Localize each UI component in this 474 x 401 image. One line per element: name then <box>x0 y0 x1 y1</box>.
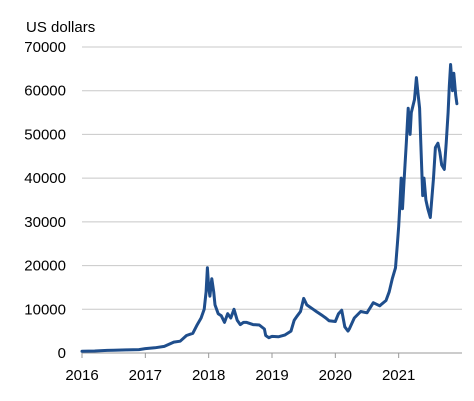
y-tick-label: 40000 <box>24 170 66 187</box>
y-tick-label: 60000 <box>24 83 66 100</box>
grid-lines <box>82 46 462 310</box>
y-tick-label: 70000 <box>24 39 66 56</box>
x-tick-label: 2021 <box>382 367 415 384</box>
x-tick-labels: 2016 2017 2018 2019 2020 2021 <box>65 353 415 384</box>
x-tick-label: 2020 <box>319 367 352 384</box>
y-tick-label: 50000 <box>24 126 66 143</box>
y-tick-label: 0 <box>58 345 66 362</box>
y-tick-label: 30000 <box>24 214 66 231</box>
x-tick-label: 2016 <box>65 367 98 384</box>
y-axis-title: US dollars <box>26 19 95 36</box>
series-line-0 <box>80 63 459 353</box>
x-tick-label: 2019 <box>255 367 288 384</box>
series-group <box>80 63 459 353</box>
x-tick-label: 2018 <box>192 367 225 384</box>
y-tick-label: 20000 <box>24 258 66 275</box>
x-tick-label: 2017 <box>129 367 162 384</box>
y-tick-labels: 0 10000 20000 30000 40000 50000 60000 70000 <box>24 39 66 362</box>
y-tick-label: 10000 <box>24 301 66 318</box>
